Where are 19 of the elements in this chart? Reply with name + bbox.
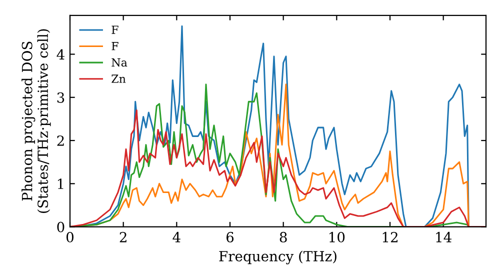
y-tick-label: 4 [56, 49, 64, 60]
legend-label: F [112, 42, 118, 50]
y-tick-label: 1 [58, 178, 64, 189]
x-tick-label: 6 [226, 232, 234, 242]
x-tick-label: 14 [436, 232, 452, 242]
x-tick-label: 2 [120, 232, 126, 242]
y-tick-label: 0 [57, 222, 64, 232]
y-axis-title: Phonon projected DOS (States/THz·primitive cell) [22, 29, 51, 213]
x-tick-label: 10 [330, 232, 345, 242]
x-tick-label: 12 [382, 232, 398, 242]
x-axis-title: Frequency (THz) [219, 250, 336, 264]
legend-label: Na [112, 58, 128, 67]
legend-label: F [112, 26, 118, 34]
x-tick-label: 8 [280, 232, 287, 242]
y-tick-label: 3 [57, 92, 64, 103]
legend-label: Zn [112, 74, 126, 83]
y-tick-label: 2 [57, 135, 64, 146]
x-tick-label: 0 [66, 232, 74, 242]
x-tick-label: 4 [172, 232, 180, 242]
